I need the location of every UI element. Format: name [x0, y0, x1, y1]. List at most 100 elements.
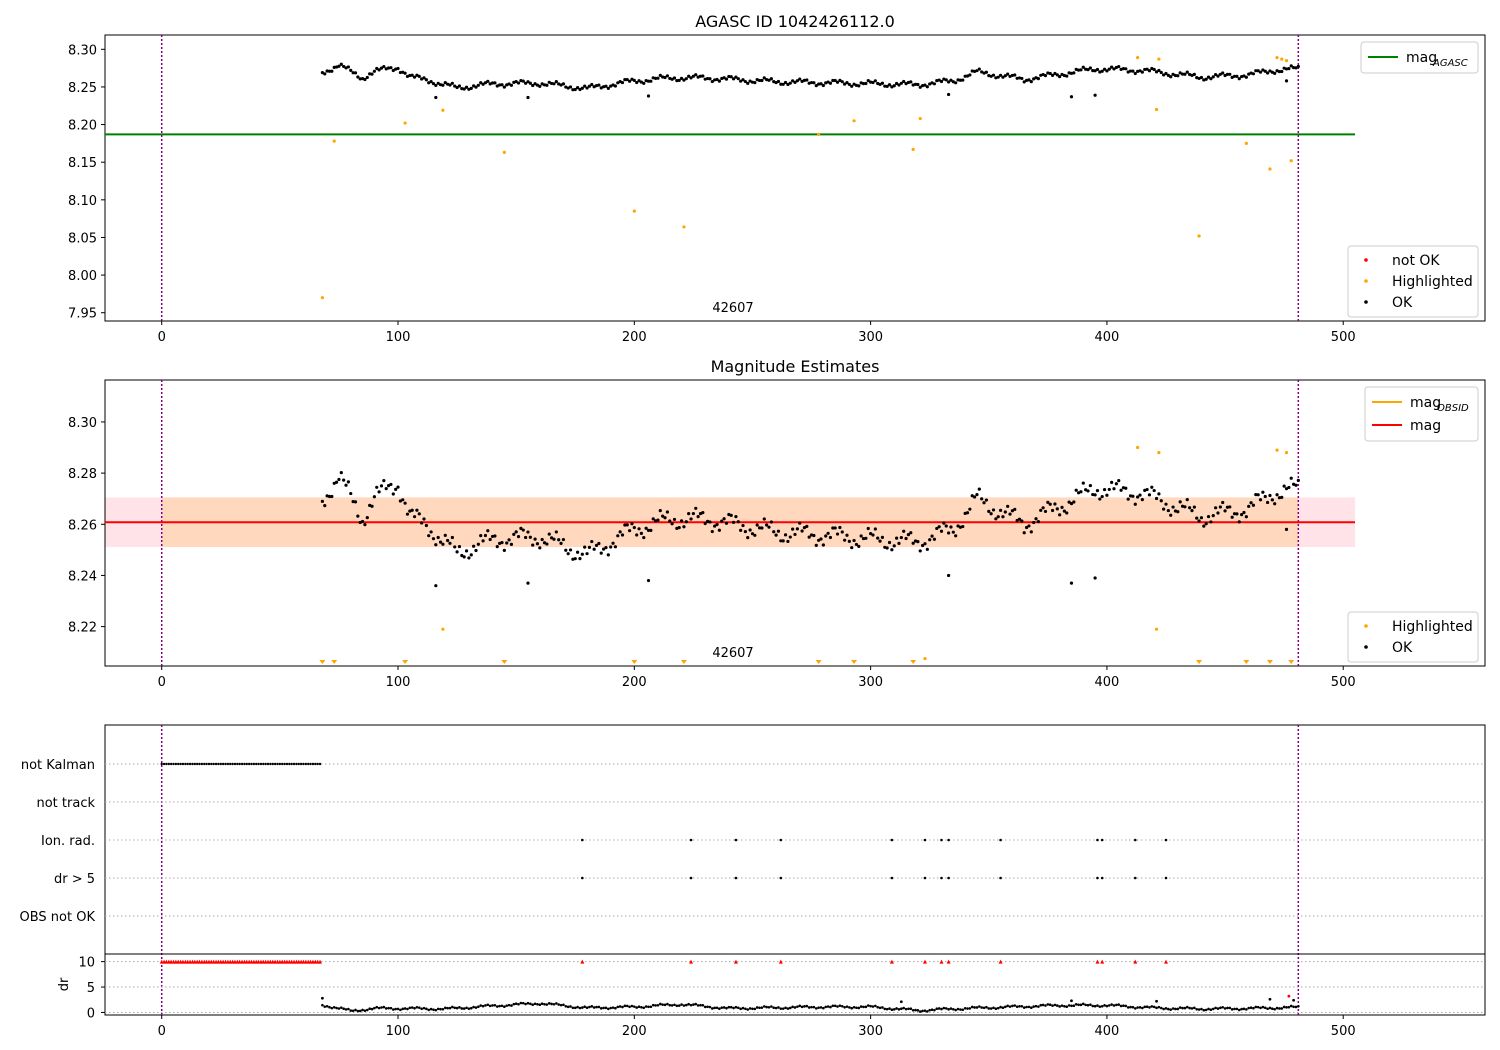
- panel1-point-legend: not OK Highlighted OK: [1347, 245, 1479, 318]
- panel2-ok-point: [651, 517, 655, 521]
- panel3-dr-point: [462, 1007, 466, 1010]
- panel3-dr-gt5-point: [734, 876, 738, 880]
- panel1-ok-point: [561, 82, 566, 86]
- panel3-dr-point: [1247, 1006, 1250, 1010]
- panel1-ok-point: [646, 94, 651, 98]
- panel2-ok-point: [932, 537, 937, 541]
- panel2-ok-point: [1074, 488, 1078, 492]
- panel1-ok-point: [526, 95, 530, 100]
- panel3-dr-point: [1174, 1007, 1177, 1011]
- panel3-dr-point: [573, 1006, 577, 1010]
- panel3-not-kalman-point: [302, 762, 305, 766]
- panel2-x-tick-label: 100: [386, 675, 411, 690]
- panel3-not-kalman-point: [207, 762, 211, 766]
- panel3-dr-point: [581, 1006, 584, 1009]
- panel1-ok-point: [866, 79, 870, 83]
- panel2-ok-point: [1209, 520, 1213, 524]
- panel1-ok-point: [441, 83, 445, 87]
- panel1-x-tick-label: 0: [158, 330, 166, 345]
- panel1-ok-point: [1178, 71, 1182, 75]
- panel2-x-tick-label: 400: [1095, 675, 1120, 690]
- panel3-dr-point: [718, 1007, 721, 1011]
- panel3-dr-y-tick-label: 5: [87, 981, 95, 996]
- panel2-highlighted-point: [923, 656, 927, 661]
- panel3-not-kalman-point: [198, 762, 201, 766]
- panel3-dr-point: [765, 1005, 768, 1009]
- panel2-ok-point: [925, 547, 929, 551]
- panel1-ok-point: [956, 78, 960, 82]
- panel3-dr-point: [668, 1003, 672, 1007]
- panel3-dr-point: [994, 1007, 998, 1011]
- panel3-dr-point: [1053, 1003, 1057, 1007]
- panel2-ok-point: [339, 471, 343, 475]
- panel2-ok-point: [1185, 497, 1189, 502]
- panel2-ok-point: [1145, 487, 1149, 492]
- panel2-out-of-range-marker: [910, 660, 917, 664]
- panel3-dr-point: [493, 1003, 497, 1007]
- panel2-ok-point: [441, 542, 445, 546]
- panel1-ok-point: [332, 65, 336, 69]
- panel3-dr-point: [720, 1006, 724, 1009]
- panel3-dr-point: [1190, 1007, 1194, 1010]
- panel2-y-tick-label: 8.28: [68, 467, 97, 482]
- panel2-ok-point: [1150, 485, 1154, 489]
- panel3-dr-point: [689, 1003, 693, 1007]
- panel2-ok-point: [755, 523, 759, 527]
- panel3-dr-point: [871, 1005, 875, 1008]
- panel1-ok-point: [1131, 69, 1135, 73]
- panel3-not-kalman-point: [255, 762, 258, 766]
- panel1-ok-point: [1171, 72, 1175, 76]
- panel2-ok-point: [1015, 518, 1019, 523]
- panel1-ok-point: [443, 81, 447, 85]
- panel1-ok-point: [946, 80, 951, 84]
- panel3-dr-point: [1145, 1005, 1149, 1009]
- panel1-ok-point: [1270, 70, 1274, 74]
- panel3-flag-label: OBS not OK: [20, 910, 96, 925]
- panel2-ok-point: [1029, 530, 1033, 534]
- panel3-dr-point: [793, 1006, 797, 1009]
- panel1-ok-point: [708, 77, 712, 81]
- panel3-not-kalman-point: [233, 762, 237, 766]
- panel3-dr-point: [1046, 1003, 1050, 1006]
- panel3-dr-clipped-marker: [689, 959, 694, 964]
- panel2-out-of-range-marker: [815, 660, 822, 664]
- panel3-dr-point: [878, 1006, 882, 1010]
- panel2-ok-point: [687, 512, 691, 516]
- panel1-ok-point: [727, 74, 731, 79]
- panel2-ok-point: [386, 484, 391, 488]
- panel3-dr-point: [465, 1006, 468, 1010]
- panel2-ok-point: [550, 536, 554, 540]
- panel2-x-tick-label: 0: [158, 675, 166, 690]
- panel1-ok-point: [717, 79, 721, 83]
- panel2-ok-point: [757, 526, 762, 530]
- panel3-not-kalman-point: [212, 762, 215, 766]
- panel3-dr-point: [848, 1006, 851, 1009]
- panel1-ok-point: [1254, 69, 1258, 73]
- panel1-ok-point: [1043, 74, 1048, 78]
- panel3-dr-point: [519, 1001, 523, 1005]
- panel2-ok-point: [1027, 524, 1031, 528]
- panel2-ok-point: [1176, 510, 1180, 514]
- panel3-dr-point: [1015, 1005, 1019, 1009]
- magnitude-estimates-panel: Magnitude Estimates 0 100 200 300 400 500 8.22…: [68, 357, 1486, 690]
- panel2-ok-point: [980, 497, 984, 501]
- panel1-ok-point: [791, 79, 795, 83]
- panel3-dr-point: [399, 1008, 402, 1012]
- panel3-dr-point: [349, 1009, 353, 1012]
- panel3-dr-point: [798, 1004, 802, 1008]
- panel3-dr-point: [959, 1008, 962, 1011]
- panel2-ok-point: [606, 553, 610, 557]
- panel1-ok-point: [1133, 71, 1137, 76]
- panel1-ok-point: [1204, 77, 1208, 81]
- panel3-not-kalman-point: [193, 762, 196, 766]
- panel1-ok-point: [1166, 73, 1170, 77]
- panel2-ok-point: [623, 523, 627, 527]
- panel2-ok-point: [472, 544, 476, 548]
- panel3-dr-point: [1025, 1005, 1028, 1009]
- panel1-obsid-label: 42607: [712, 301, 753, 316]
- panel1-ok-point: [377, 68, 381, 72]
- panel3-dr-point: [472, 1005, 475, 1009]
- panel3-ion-rad-point: [947, 838, 950, 842]
- panel3-dr-point: [1032, 1005, 1035, 1008]
- panel3-dr-point: [517, 1002, 520, 1006]
